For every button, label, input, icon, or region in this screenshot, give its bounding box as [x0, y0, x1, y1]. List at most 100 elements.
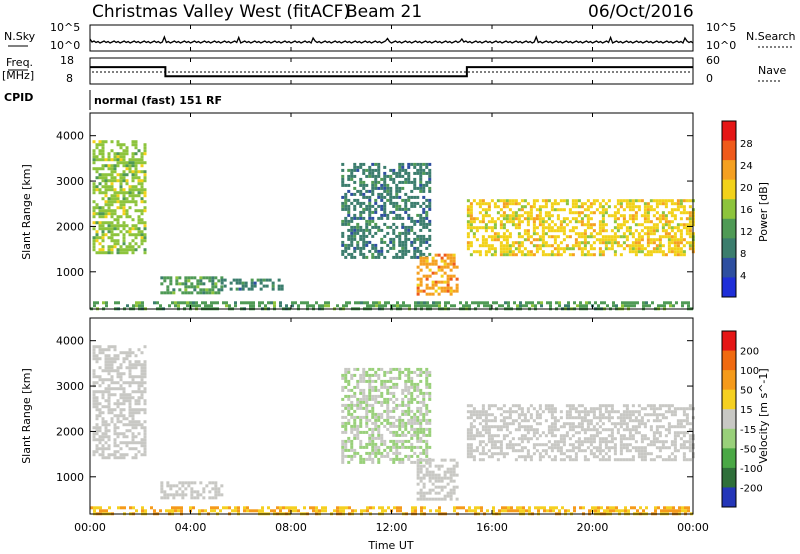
heatmap-cell	[646, 205, 650, 209]
heatmap-cell	[634, 247, 638, 251]
station-title: Christmas Valley West (fitACF)	[92, 2, 350, 22]
heatmap-cell	[401, 412, 405, 416]
heatmap-cell	[419, 497, 423, 501]
heatmap-cell	[583, 449, 587, 453]
heatmap-cell	[547, 244, 551, 248]
heatmap-cell	[407, 409, 411, 413]
heatmap-cell	[517, 241, 521, 245]
heatmap-cell	[116, 372, 120, 376]
heatmap-cell	[580, 253, 584, 257]
heatmap-cell	[395, 430, 399, 434]
heatmap-cell	[98, 390, 102, 394]
heatmap-cell	[113, 209, 117, 213]
heatmap-cell	[652, 214, 656, 218]
heatmap-cell	[243, 301, 246, 305]
heatmap-cell	[676, 205, 680, 209]
heatmap-cell	[344, 195, 348, 199]
heatmap-cell	[574, 407, 578, 411]
heatmap-cell	[116, 387, 120, 391]
heatmap-cell	[676, 226, 680, 230]
heatmap-cell	[550, 449, 554, 453]
heatmap-cell	[466, 241, 470, 245]
heatmap-cell	[92, 381, 96, 385]
heatmap-cell	[113, 369, 117, 373]
heatmap-cell	[395, 234, 399, 238]
heatmap-cell	[350, 412, 354, 416]
heatmap-cell	[353, 225, 357, 229]
heatmap-cell	[618, 509, 621, 513]
heatmap-cell	[526, 202, 530, 206]
heatmap-cell	[125, 182, 129, 186]
heatmap-cell	[446, 274, 450, 278]
heatmap-cell	[537, 506, 540, 510]
heatmap-cell	[688, 244, 692, 248]
heatmap-cell	[574, 452, 578, 456]
heatmap-cell	[487, 205, 491, 209]
heatmap-cell	[214, 487, 218, 491]
heatmap-cell	[529, 416, 533, 420]
heatmap-cell	[469, 220, 473, 224]
heatmap-cell	[449, 494, 453, 498]
heatmap-cell	[410, 418, 414, 422]
heatmap-cell	[601, 404, 605, 408]
heatmap-cell	[423, 506, 426, 510]
heatmap-cell	[655, 425, 659, 429]
heatmap-cell	[422, 259, 426, 263]
heatmap-cell	[634, 205, 638, 209]
heatmap-cell	[184, 279, 188, 283]
heatmap-cell	[487, 220, 491, 224]
heatmap-cell	[253, 281, 257, 285]
heatmap-cell	[116, 158, 120, 162]
heatmap-cell	[625, 437, 629, 441]
heatmap-cell	[505, 205, 509, 209]
heatmap-cell	[359, 162, 363, 166]
heatmap-cell	[535, 199, 539, 203]
heatmap-cell	[472, 437, 476, 441]
heatmap-cell	[309, 304, 312, 308]
heatmap-cell	[658, 244, 662, 248]
heatmap-cell	[667, 232, 671, 236]
heatmap-cell	[119, 182, 123, 186]
heatmap-cell	[107, 354, 111, 358]
noise-right-label: N.Search	[746, 30, 796, 43]
y-tick-label: 3000	[56, 175, 84, 188]
heatmap-cell	[553, 458, 557, 462]
heatmap-cell	[532, 229, 536, 233]
heatmap-cell	[676, 422, 680, 426]
heatmap-cell	[174, 301, 177, 305]
heatmap-cell	[101, 227, 105, 231]
heatmap-cell	[516, 506, 519, 510]
heatmap-cell	[642, 301, 645, 305]
heatmap-cell	[116, 152, 120, 156]
heatmap-cell	[347, 439, 351, 443]
heatmap-cell	[246, 506, 249, 510]
heatmap-cell	[437, 467, 441, 471]
heatmap-cell	[449, 476, 453, 480]
heatmap-cell	[92, 372, 96, 376]
heatmap-cell	[574, 202, 578, 206]
heatmap-cell	[392, 409, 396, 413]
heatmap-cell	[131, 197, 135, 201]
heatmap-cell	[181, 496, 185, 500]
heatmap-cell	[547, 211, 551, 215]
heatmap-cell	[401, 409, 405, 413]
heatmap-cell	[487, 404, 491, 408]
heatmap-cell	[544, 253, 548, 257]
heatmap-cell	[577, 410, 581, 414]
heatmap-cell	[428, 237, 432, 241]
heatmap-cell	[380, 216, 384, 220]
heatmap-cell	[637, 205, 641, 209]
heatmap-cell	[386, 231, 390, 235]
heatmap-cell	[682, 238, 686, 242]
heatmap-cell	[228, 506, 231, 510]
heatmap-cell	[493, 232, 497, 236]
heatmap-cell	[643, 413, 647, 417]
heatmap-cell	[113, 432, 117, 436]
heatmap-cell	[594, 509, 597, 513]
heatmap-cell	[356, 189, 360, 193]
velocity-ylabel: Slant Range [km]	[20, 368, 33, 464]
heatmap-cell	[541, 220, 545, 224]
heatmap-cell	[511, 443, 515, 447]
heatmap-cell	[377, 225, 381, 229]
heatmap-cell	[577, 422, 581, 426]
